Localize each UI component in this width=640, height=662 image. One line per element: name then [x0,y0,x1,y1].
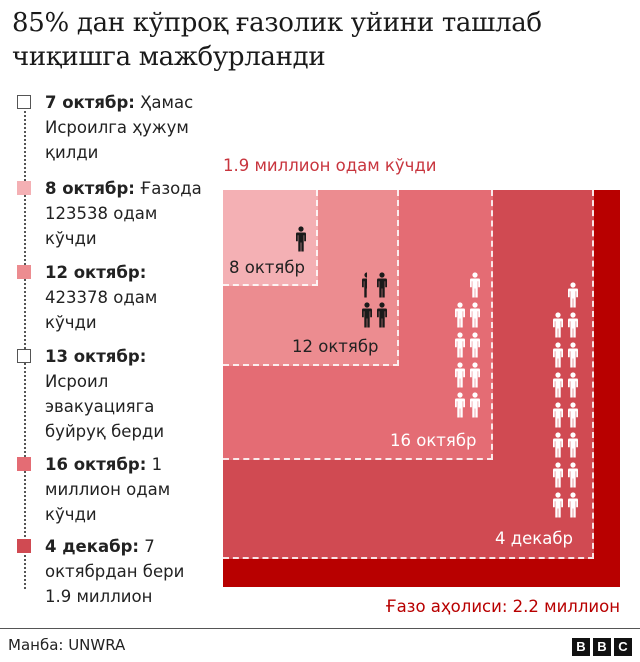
person-icon [568,492,578,518]
person-icon [568,402,578,428]
dec4-people-icons [552,282,579,522]
timeline-text: Исроил эвакуацияга буйруқ берди [45,372,165,441]
bbc-logo-letter: B [593,638,611,656]
person-icon [568,372,578,398]
bbc-logo-letter: B [572,638,590,656]
timeline-marker [17,95,31,109]
person-icon [568,282,578,308]
source-text: Манба: UNWRA [8,636,126,654]
timeline-dotted-line [24,104,26,589]
person-icon [470,272,480,298]
person-icon [362,302,372,328]
timeline-date: 4 декабр: [45,537,140,556]
person-icon [362,272,367,298]
person-icon [296,226,306,252]
oct12-people-icons [361,272,388,332]
timeline-text: 1 миллион одам кўчди [45,455,171,524]
person-icon [470,332,480,358]
oct16-people-icons [454,272,481,422]
person-icon [553,432,563,458]
person-icon [553,372,563,398]
chart-title: 85% дан кўпроқ ғазолик уйини ташлаб чиқи… [12,8,542,72]
timeline-date: 8 октябр: [45,179,135,198]
person-icon [377,302,387,328]
timeline-marker [17,539,31,553]
timeline-marker [17,457,31,471]
oct8-box [223,190,318,286]
person-icon [377,272,387,298]
displaced-total-label: 1.9 миллион одам кўчди [223,156,437,175]
timeline-text: 7 октябрдан бери 1.9 миллион [45,537,185,606]
timeline-text: 423378 одам кўчди [45,288,158,332]
person-icon [568,462,578,488]
timeline-date: 12 октябр: [45,263,147,282]
person-icon [553,312,563,338]
person-icon [455,362,465,388]
person-icon [553,462,563,488]
oct8-label: 8 октябр [229,258,305,277]
timeline-marker [17,265,31,279]
oct12-label: 12 октябр [292,337,379,356]
timeline-marker [17,181,31,195]
oct16-label: 16 октябр [390,431,477,450]
bbc-logo: B B C [572,638,632,656]
person-icon [553,492,563,518]
timeline-date: 7 октябр: [45,93,135,112]
person-icon [553,402,563,428]
timeline-text: Ҳамас Исроилга ҳужум қилди [45,93,194,162]
person-icon [455,392,465,418]
timeline-text: Ғазода 123538 одам кўчди [45,179,202,248]
timeline-date: 16 октябр: [45,455,147,474]
person-icon [470,392,480,418]
timeline-marker [17,349,31,363]
person-icon [470,362,480,388]
person-icon [568,432,578,458]
person-icon [568,342,578,368]
person-icon [470,302,480,328]
oct8-people-icons [280,226,307,256]
dec4-label: 4 декабр [495,529,574,548]
person-icon [568,312,578,338]
bbc-logo-letter: C [614,638,632,656]
person-icon [553,342,563,368]
footer-divider [0,628,640,629]
gaza-population-label: Ғазо аҳолиси: 2.2 миллион [385,597,620,616]
person-icon [455,332,465,358]
person-icon [455,302,465,328]
timeline-date: 13 октябр: [45,347,147,366]
